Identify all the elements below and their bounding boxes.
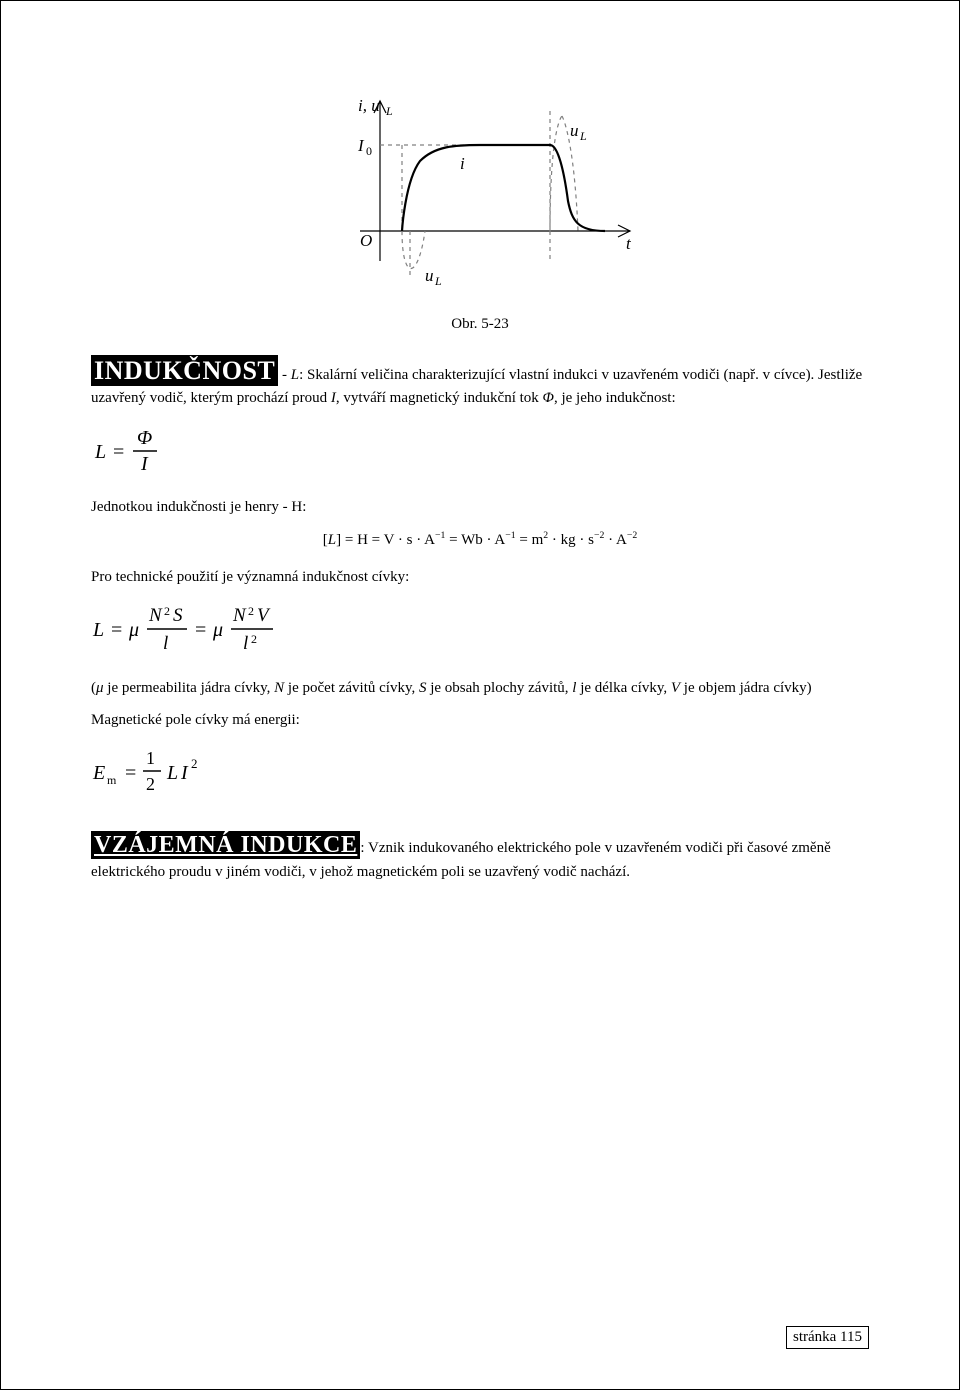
- svg-text:O: O: [360, 231, 372, 250]
- svg-text:=: =: [125, 762, 136, 784]
- coil-intro: Pro technické použití je významná indukč…: [91, 567, 869, 587]
- svg-text:u: u: [425, 266, 434, 285]
- svg-text:V: V: [257, 605, 271, 626]
- svg-text:0: 0: [366, 144, 372, 158]
- svg-text:i: i: [460, 154, 465, 173]
- svg-text:L: L: [92, 619, 104, 641]
- svg-text:=: =: [113, 441, 124, 463]
- svg-text:2: 2: [251, 632, 257, 646]
- page-number: stránka 115: [786, 1326, 869, 1349]
- unit-intro: Jednotkou indukčnosti je henry - H:: [91, 497, 869, 517]
- unit-line: [L] = H = V · s · A−1 = Wb · A−1 = m2 · …: [91, 530, 869, 549]
- formula-coil-inductance: L = μ N 2 S l = μ N 2 V l 2: [91, 603, 869, 662]
- svg-text:u: u: [570, 121, 579, 140]
- svg-text:I: I: [180, 762, 189, 784]
- svg-text:I: I: [140, 453, 149, 475]
- svg-text:L: L: [385, 104, 393, 118]
- svg-text:l: l: [243, 633, 248, 654]
- svg-text:L: L: [579, 129, 587, 143]
- svg-text:E: E: [92, 762, 105, 784]
- svg-text:1: 1: [146, 748, 155, 768]
- figure-caption: Obr. 5-23: [91, 316, 869, 333]
- inductance-paragraph: INDUKČNOST - L: Skalární veličina charak…: [91, 353, 869, 408]
- inductance-graph: i, u L I 0 O t i u L u L: [91, 81, 869, 306]
- svg-text:i, u: i, u: [358, 96, 380, 115]
- svg-text:μ: μ: [128, 619, 139, 641]
- svg-text:S: S: [173, 605, 183, 626]
- svg-text:m: m: [107, 773, 117, 787]
- svg-text:N: N: [232, 605, 247, 626]
- permeability-line: (μ je permeabilita jádra cívky, N je poč…: [91, 678, 869, 698]
- mutual-induction-paragraph: VZÁJEMNÁ INDUKCE: Vznik indukovaného ele…: [91, 829, 869, 882]
- svg-text:=: =: [195, 619, 206, 641]
- svg-text:l: l: [163, 633, 168, 654]
- svg-text:t: t: [626, 234, 632, 253]
- mutual-induction-title: VZÁJEMNÁ INDUKCE: [91, 831, 360, 859]
- formula-magnetic-energy: E m = 1 2 L I 2: [91, 746, 869, 803]
- inductance-title: INDUKČNOST: [91, 355, 278, 386]
- formula-L-L: L: [94, 441, 106, 463]
- svg-text:2: 2: [248, 604, 254, 618]
- svg-text:N: N: [148, 605, 163, 626]
- svg-text:Φ: Φ: [137, 427, 152, 449]
- svg-text:2: 2: [191, 756, 198, 771]
- svg-text:2: 2: [164, 604, 170, 618]
- formula-L-equals-phi-over-I: L = Φ I: [91, 426, 869, 481]
- svg-text:L: L: [434, 274, 442, 288]
- svg-text:=: =: [111, 619, 122, 641]
- svg-text:μ: μ: [212, 619, 223, 641]
- energy-intro: Magnetické pole cívky má energii:: [91, 710, 869, 730]
- svg-text:L: L: [166, 762, 178, 784]
- svg-text:I: I: [357, 136, 365, 155]
- svg-text:2: 2: [146, 774, 155, 794]
